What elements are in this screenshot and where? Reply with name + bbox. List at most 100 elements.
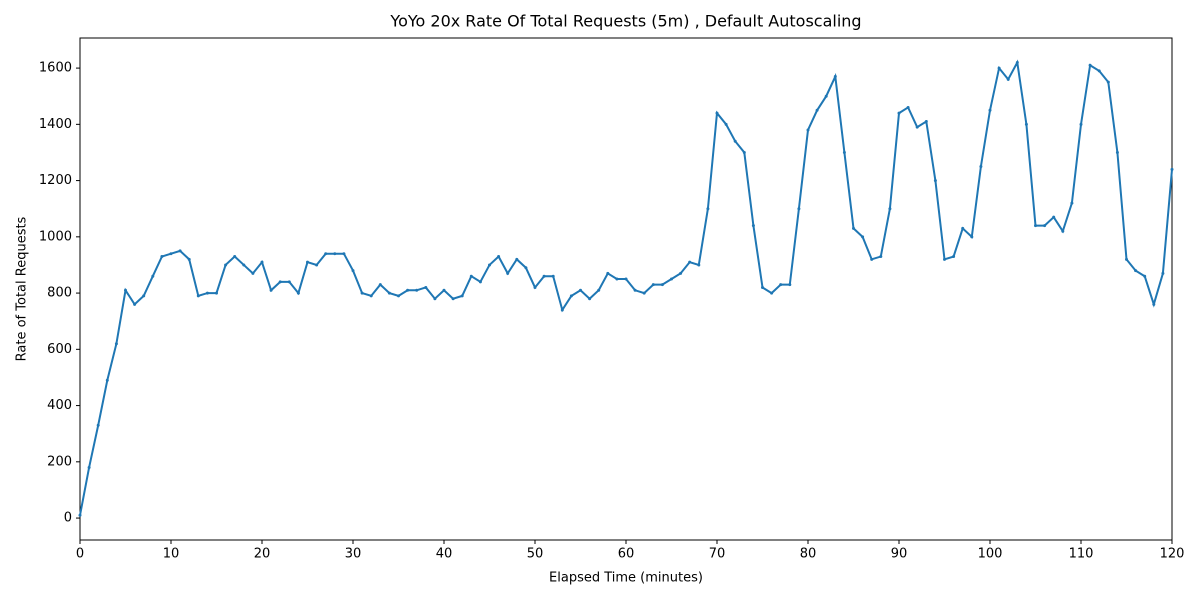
data-point — [387, 291, 391, 295]
data-point — [506, 271, 510, 275]
data-point — [724, 122, 728, 126]
data-point — [933, 179, 937, 183]
data-point — [1115, 150, 1119, 154]
data-point — [897, 111, 901, 115]
data-point — [114, 342, 118, 346]
data-point — [1006, 77, 1010, 81]
data-point — [1043, 224, 1047, 228]
x-tick-label: 0 — [76, 547, 84, 562]
data-point — [879, 255, 883, 259]
data-point — [715, 111, 719, 115]
data-point — [260, 260, 264, 264]
data-point — [943, 257, 946, 261]
data-point — [488, 263, 491, 267]
data-point — [1125, 257, 1128, 261]
data-point — [988, 108, 992, 112]
x-tick-label: 120 — [1160, 547, 1185, 562]
data-point — [78, 513, 82, 517]
data-point — [1143, 274, 1147, 278]
data-point — [588, 297, 592, 301]
data-point — [460, 294, 464, 298]
x-tick-label: 60 — [618, 547, 635, 562]
data-point — [1052, 215, 1056, 219]
data-point — [124, 288, 127, 292]
data-point — [369, 294, 373, 298]
data-point — [233, 255, 237, 259]
y-tick-label: 400 — [47, 398, 72, 413]
data-point — [1070, 201, 1074, 205]
data-point — [87, 465, 91, 469]
data-point — [788, 283, 792, 287]
data-point — [733, 139, 737, 143]
data-point — [624, 277, 628, 281]
data-point — [442, 288, 446, 292]
data-point — [142, 294, 146, 298]
data-point — [697, 263, 701, 267]
data-point — [970, 235, 974, 239]
data-point — [160, 255, 164, 259]
y-tick-label: 1400 — [39, 117, 72, 132]
data-point — [242, 263, 246, 267]
data-point — [606, 271, 610, 275]
data-point — [551, 274, 555, 278]
data-point — [1034, 224, 1037, 228]
data-point — [542, 274, 546, 278]
x-tick-label: 50 — [527, 547, 544, 562]
data-point — [979, 165, 983, 169]
data-point — [815, 108, 819, 112]
data-point — [451, 297, 455, 301]
data-point — [1134, 269, 1138, 273]
data-point — [497, 255, 501, 259]
data-point — [415, 288, 419, 292]
data-point — [888, 207, 892, 211]
data-point — [351, 269, 355, 273]
data-point — [1024, 122, 1028, 126]
data-point — [360, 291, 364, 295]
data-line — [79, 59, 1173, 516]
data-point — [952, 255, 956, 259]
data-point — [597, 288, 601, 292]
data-point — [1097, 69, 1101, 73]
data-point — [1061, 229, 1065, 233]
data-point — [478, 280, 482, 284]
data-point — [469, 274, 473, 278]
data-point — [615, 277, 619, 281]
x-tick-label: 40 — [436, 547, 453, 562]
y-tick-label: 1000 — [39, 229, 72, 244]
x-tick-label: 90 — [891, 547, 908, 562]
data-point — [642, 291, 646, 295]
data-point — [342, 252, 346, 256]
data-point — [1079, 122, 1083, 126]
plot-frame — [79, 37, 1173, 541]
data-point — [997, 66, 1001, 70]
data-point — [269, 288, 273, 292]
x-tick-label: 30 — [345, 547, 362, 562]
data-point — [515, 257, 519, 261]
data-point — [852, 226, 855, 230]
data-point — [224, 263, 228, 267]
y-tick-label: 1600 — [39, 61, 72, 76]
data-point — [1152, 302, 1156, 306]
data-point — [915, 125, 919, 129]
data-point — [779, 283, 783, 287]
data-point — [278, 280, 282, 284]
data-point — [961, 226, 965, 230]
y-tick-label: 0 — [64, 511, 72, 526]
data-point — [1170, 167, 1174, 171]
data-point — [861, 235, 865, 239]
y-tick-label: 1200 — [39, 173, 72, 188]
data-point — [569, 294, 573, 298]
data-point — [169, 252, 173, 256]
y-tick-label: 600 — [47, 342, 72, 357]
data-point — [679, 271, 683, 275]
data-point — [670, 277, 673, 281]
data-point — [761, 285, 764, 289]
data-point — [906, 105, 910, 109]
x-tick-label: 110 — [1069, 547, 1094, 562]
chart-title: YoYo 20x Rate Of Total Requests (5m) , D… — [389, 12, 861, 31]
data-point — [870, 257, 874, 261]
data-point — [306, 260, 309, 264]
data-point — [433, 297, 437, 301]
x-tick-label: 20 — [254, 547, 271, 562]
